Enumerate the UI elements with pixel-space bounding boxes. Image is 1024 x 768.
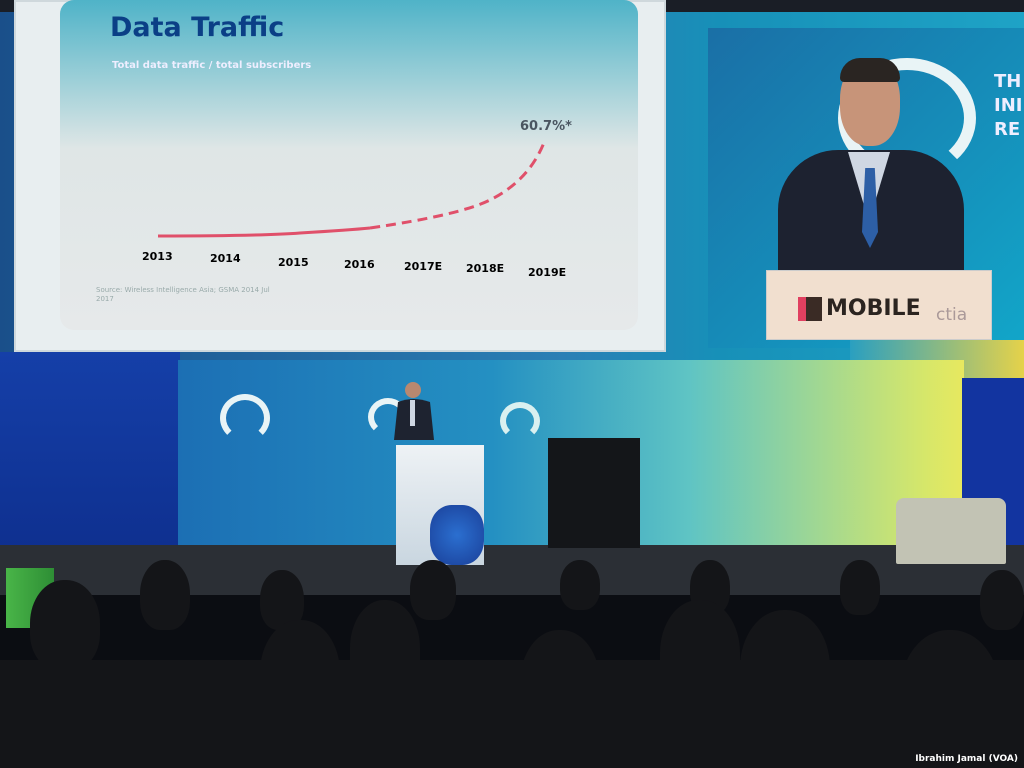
stage-left-wall bbox=[0, 352, 180, 562]
trend-line-actual bbox=[157, 226, 371, 238]
annotation: 60.7%* bbox=[520, 119, 572, 134]
screen-side-text: TH INI RE bbox=[994, 70, 1022, 142]
speaker-on-stage bbox=[394, 382, 434, 440]
slide-source: Source: Wireless Intelligence Asia; GSMA… bbox=[96, 286, 270, 303]
audience bbox=[0, 560, 1024, 768]
trend-line-forecast bbox=[369, 139, 547, 230]
speaker-hair bbox=[840, 58, 900, 82]
photo-credit: Ibrahim Jamal (VOA) bbox=[915, 754, 1018, 764]
year-label: 2018E bbox=[466, 262, 504, 275]
side-text-line: INI bbox=[994, 95, 1023, 116]
stage-chair bbox=[896, 498, 1006, 564]
side-text-line: RE bbox=[994, 119, 1021, 140]
year-label: 2013 bbox=[142, 250, 173, 263]
podium-sign bbox=[766, 270, 992, 340]
side-text-line: TH bbox=[994, 71, 1022, 92]
wireless-logo-icon bbox=[500, 402, 540, 440]
mobile-logo-text: MOBILE bbox=[826, 296, 921, 321]
wireless-logo-icon bbox=[220, 394, 270, 442]
year-label: 2019E bbox=[528, 266, 566, 279]
slide-chart: 60.7%* 2013 2014 2015 2016 2017E 2018E 2… bbox=[142, 119, 572, 279]
year-label: 2017E bbox=[404, 260, 442, 273]
podium-graphic bbox=[430, 505, 484, 565]
display-cabinet bbox=[548, 438, 640, 548]
year-label: 2015 bbox=[278, 256, 309, 269]
year-label: 2016 bbox=[344, 258, 375, 271]
slide-subtitle: Total data traffic / total subscribers bbox=[112, 60, 312, 71]
speaker-tie bbox=[862, 168, 878, 248]
mobile-logo: MOBILE bbox=[798, 296, 921, 321]
year-label: 2014 bbox=[210, 252, 241, 265]
slide-content bbox=[60, 0, 638, 330]
mobile-logo-icon bbox=[798, 296, 822, 321]
ctia-logo: ctia bbox=[936, 305, 968, 325]
slide-title: Data Traffic bbox=[110, 12, 285, 43]
